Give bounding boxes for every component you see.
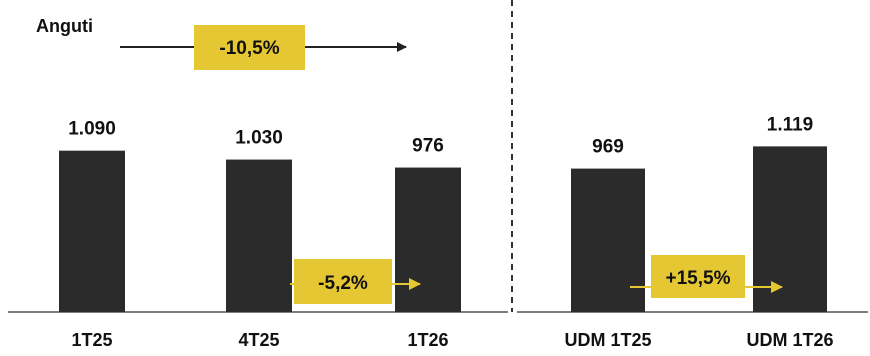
bar-1t25	[59, 150, 125, 312]
category-label-1t26: 1T26	[407, 330, 448, 350]
annotation-box-quarter	[294, 259, 392, 304]
bar-udm-1t25	[571, 168, 645, 312]
annotation-text-quarter: -5,2%	[318, 273, 368, 294]
category-label-4t25: 4T25	[238, 330, 279, 350]
value-label-4t25: 1.030	[235, 128, 283, 149]
value-label-1t26: 976	[412, 136, 444, 157]
category-label-udm-1t26: UDM 1T26	[746, 330, 833, 350]
chart-title: Anguti	[36, 16, 93, 36]
annotation-overall-change: -10,5%	[120, 25, 407, 70]
annotation-text-overall: -10,5%	[219, 38, 279, 59]
value-label-1t25: 1.090	[68, 119, 116, 140]
annotation-quarter-change: -5,2%	[290, 259, 421, 304]
bar-4t25	[226, 159, 292, 312]
bar-udm-1t26	[753, 146, 827, 312]
annotation-udm-change: +15,5%	[630, 255, 783, 298]
value-label-udm-1t25: 969	[592, 137, 624, 158]
annotation-box-overall	[194, 25, 305, 70]
value-label-udm-1t26: 1.119	[767, 114, 814, 135]
category-label-udm-1t25: UDM 1T25	[564, 330, 651, 350]
bar-1t26	[395, 167, 461, 312]
annotation-box-udm	[651, 255, 745, 298]
category-label-1t25: 1T25	[71, 330, 112, 350]
annotation-text-udm: +15,5%	[666, 268, 731, 289]
